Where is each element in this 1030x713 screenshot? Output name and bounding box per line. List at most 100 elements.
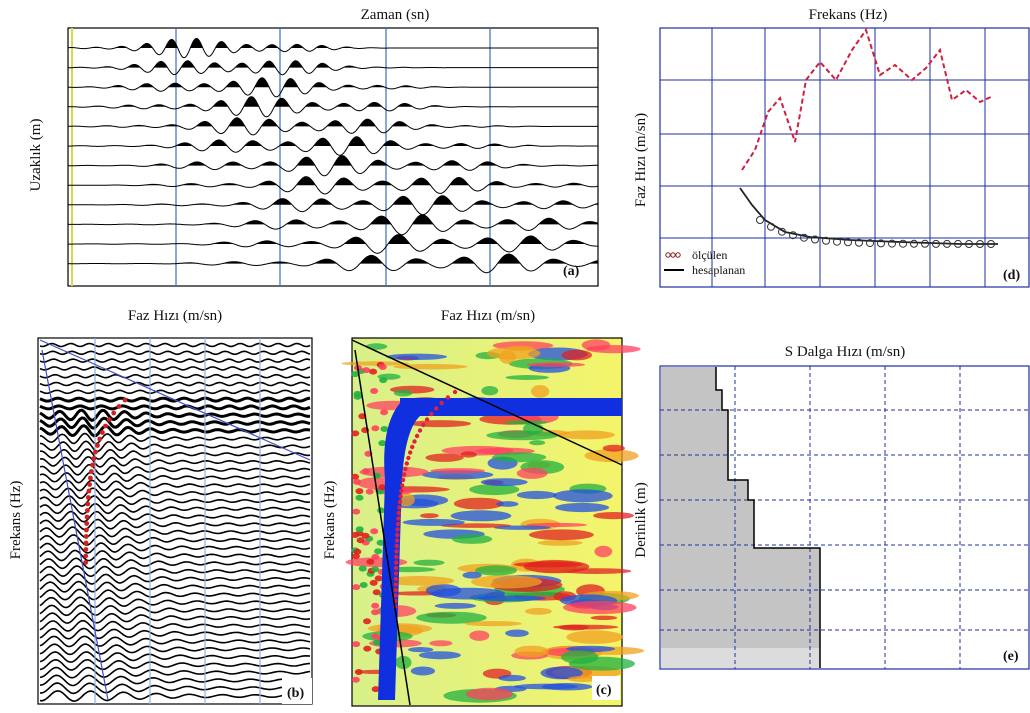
spectrum-blob (341, 361, 410, 366)
spectrum-blob (593, 511, 634, 520)
spectrum-blob (351, 532, 360, 538)
panel-label: (b) (287, 686, 304, 701)
frame (67, 27, 599, 287)
spectrum-blob (377, 507, 386, 514)
axis-label: Frekans (Hz) (8, 481, 24, 560)
spectrum-blob (567, 676, 600, 682)
legend-marker (675, 252, 681, 258)
trace-fill (68, 214, 598, 225)
picked-point (439, 400, 444, 406)
dispersion-curve (741, 27, 994, 171)
trace (39, 479, 311, 492)
measured-point (877, 239, 885, 248)
trace (39, 487, 311, 500)
picked-point (93, 449, 98, 455)
picked-point (398, 494, 403, 499)
spectrum-blob (351, 473, 360, 480)
spectrum-blob (558, 430, 615, 440)
trace (39, 510, 311, 523)
panel-c: Faz Hızı (m/sn) Frekans (Hz) (c) (322, 308, 645, 707)
spectrum-blob (352, 641, 361, 648)
trace (39, 549, 311, 562)
spectrum-blob (453, 497, 504, 510)
spectrum-blob (590, 615, 618, 620)
velocity-profile (661, 367, 820, 668)
spectrum-blob (525, 607, 552, 615)
panel-label: (a) (563, 264, 580, 279)
picked-point (83, 547, 89, 552)
picked-point (400, 477, 406, 483)
picked-point (85, 508, 90, 513)
energy-band (400, 398, 622, 416)
spectrum-blob (529, 529, 594, 541)
picked-point (394, 554, 399, 560)
spectrum-blob (351, 553, 360, 560)
velocity-line (715, 367, 821, 668)
spectrum-blob (355, 526, 364, 533)
spectrum-blob (369, 579, 378, 586)
spectrum-blob (355, 494, 364, 501)
picked-point (83, 560, 88, 565)
trace (39, 611, 311, 624)
trace (39, 619, 310, 632)
spectrum-blob (351, 430, 360, 437)
spectrum-blob (529, 440, 546, 446)
picked-point (86, 488, 92, 494)
picked-point (88, 475, 93, 481)
picked-point (394, 560, 399, 565)
panel-e: S Dalga Hızı (m/sn) Derinlik (m) (e) (633, 344, 1030, 670)
spectrum-blob (371, 566, 380, 573)
trace (39, 416, 311, 430)
spectrum-blob (560, 650, 599, 664)
trace-fill (68, 117, 598, 127)
trace (68, 155, 598, 177)
picked-point (91, 456, 97, 461)
trace (39, 342, 311, 348)
spectrum-blob (363, 618, 371, 625)
spectrum-blob (563, 600, 637, 615)
trace (39, 373, 311, 379)
spectrum-blob (376, 539, 385, 546)
trace (39, 471, 311, 484)
measured-point (888, 239, 896, 248)
spectrum-blob (527, 362, 585, 368)
measured-point (833, 237, 841, 246)
spectrum-blob (602, 444, 625, 452)
trace (39, 381, 311, 387)
spectrum-blob (558, 624, 589, 631)
spectrum-blob (499, 350, 516, 364)
spectrum-blob (420, 513, 439, 519)
picked-point (111, 410, 117, 416)
picked-point (84, 521, 90, 526)
spectrum-blob (370, 528, 379, 535)
fit-line (39, 339, 311, 461)
panel-label: (e) (1003, 649, 1019, 664)
panel-title: Faz Hızı (m/sn) (128, 308, 222, 324)
spectrum-blob (430, 468, 485, 474)
halfspace (661, 648, 820, 668)
spectrum-blob (393, 389, 413, 397)
trace (39, 389, 311, 395)
spectrum-blob (416, 611, 487, 624)
spectrum-blob (354, 669, 363, 675)
spectrum-blob (425, 453, 464, 462)
picked-point (83, 534, 89, 539)
measured-point (899, 239, 907, 248)
energy-band (378, 398, 420, 700)
label-box (592, 676, 620, 700)
spectrum-blob (361, 532, 370, 539)
panel-d: Frekans (Hz) Faz Hızı (m/sn) ölçülenhesapl… (633, 7, 1030, 288)
measured-point (943, 239, 951, 248)
picked-point (89, 469, 94, 474)
label-box (282, 678, 312, 704)
picked-point (395, 521, 401, 527)
picked-point (402, 472, 407, 477)
measured-point (800, 233, 808, 242)
measured-point (921, 239, 929, 248)
measured-point (811, 235, 819, 244)
trace (39, 627, 311, 640)
trace (39, 580, 311, 593)
spectrum-blob (425, 584, 462, 597)
picked-point (429, 411, 434, 417)
picked-point (393, 576, 399, 582)
